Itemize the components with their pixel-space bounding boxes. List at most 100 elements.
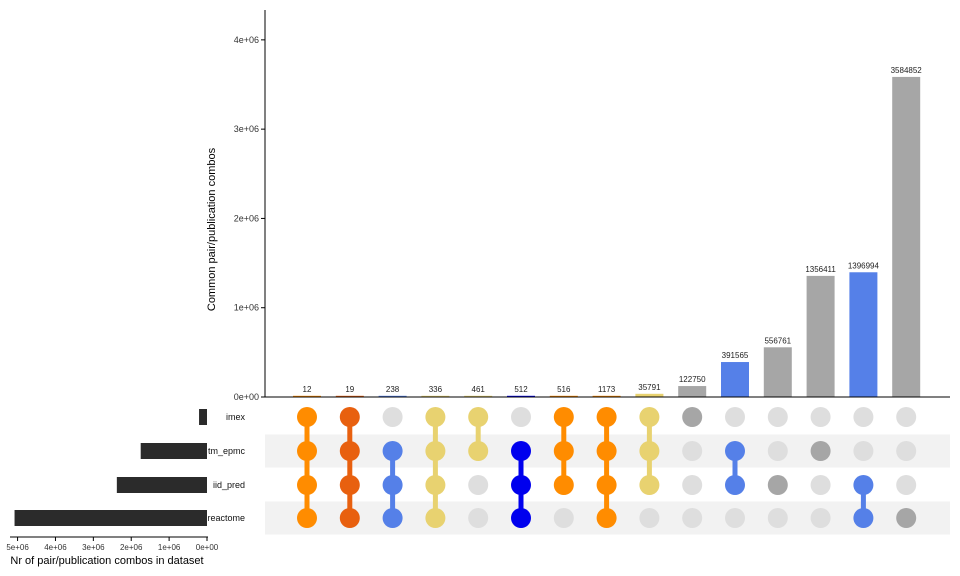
intersection-y-axis: 0e+00 1e+06 2e+06 3e+06 4e+06 xyxy=(234,10,950,402)
matrix-dot-active xyxy=(425,475,446,495)
intersection-bar xyxy=(335,395,364,397)
matrix-dot-inactive xyxy=(810,407,831,427)
intersection-bar xyxy=(678,386,707,397)
matrix-dot-active xyxy=(468,407,489,427)
intersection-value-label: 391565 xyxy=(722,351,749,360)
set-name-label: imex xyxy=(226,412,246,422)
matrix-dot-active xyxy=(339,407,360,427)
matrix-dot-inactive xyxy=(767,407,788,427)
set-name-labels: imex tm_epmc iid_pred reactome xyxy=(207,412,245,523)
intersection-value-label: 512 xyxy=(514,385,528,394)
y-tick-label: 4e+06 xyxy=(234,35,259,45)
matrix-dot-active xyxy=(553,475,574,495)
set-size-bar xyxy=(14,510,207,526)
intersection-bar xyxy=(849,272,878,397)
set-size-tick-label: 0e+00 xyxy=(196,543,219,552)
intersection-bar xyxy=(293,395,321,397)
matrix-dot-inactive xyxy=(725,407,745,427)
matrix-dot-inactive xyxy=(853,407,874,427)
matrix-dot-active xyxy=(297,441,317,461)
intersection-bars: 12 19 238 336 461 512 516 1173 35791 122750 391565… xyxy=(293,66,923,398)
y-tick-label: 0e+00 xyxy=(234,392,259,402)
matrix-dot-active xyxy=(511,441,531,461)
matrix-dot-inactive xyxy=(767,441,788,461)
matrix-dot-active xyxy=(553,407,574,427)
matrix-dot-active xyxy=(596,475,617,495)
matrix-dot-active xyxy=(725,441,745,461)
intersection-bar xyxy=(806,275,835,397)
intersection-value-label: 1356411 xyxy=(805,265,836,274)
set-size-tick-label: 3e+06 xyxy=(82,543,105,552)
set-name-label: iid_pred xyxy=(213,480,245,490)
y-axis-title: Common pair/publication combos xyxy=(206,147,218,311)
y-tick-label: 1e+06 xyxy=(234,303,259,313)
intersection-value-label: 3584852 xyxy=(891,66,923,75)
intersection-value-label: 1396994 xyxy=(848,261,880,270)
intersection-value-label: 35791 xyxy=(638,383,661,392)
set-size-bar xyxy=(199,409,207,425)
matrix-dot-active xyxy=(853,508,874,528)
matrix-dot-inactive xyxy=(896,407,917,427)
matrix-dot-inactive xyxy=(725,508,745,528)
set-name-label: reactome xyxy=(207,513,245,523)
set-size-tick-label: 5e+06 xyxy=(6,543,29,552)
matrix-dot-inactive xyxy=(767,508,788,528)
matrix-dot-active xyxy=(382,475,403,495)
intersection-value-label: 461 xyxy=(472,385,486,394)
matrix-dot-inactive xyxy=(511,407,531,427)
matrix-dot-active xyxy=(425,508,446,528)
matrix-dot-inactive xyxy=(382,407,403,427)
intersection-value-label: 122750 xyxy=(679,375,706,384)
matrix-dot-inactive xyxy=(810,508,831,528)
matrix-dot-inactive xyxy=(553,508,574,528)
intersection-bar xyxy=(721,362,749,397)
intersection-bar xyxy=(763,347,792,397)
matrix-dot-active xyxy=(297,508,317,528)
intersection-value-label: 336 xyxy=(429,385,443,394)
y-tick-label: 2e+06 xyxy=(234,213,259,223)
intersection-bar xyxy=(635,393,664,397)
intersection-bar xyxy=(549,395,578,397)
set-size-tick-label: 4e+06 xyxy=(44,543,67,552)
matrix-dot-active xyxy=(553,441,574,461)
matrix-dot-active xyxy=(511,475,531,495)
matrix-dot-active xyxy=(425,441,446,461)
set-name-label: tm_epmc xyxy=(208,446,246,456)
intersection-bar xyxy=(378,395,407,397)
matrix-dot-inactive xyxy=(682,508,703,528)
matrix-dot-inactive xyxy=(639,508,660,528)
matrix-dot-inactive xyxy=(682,475,703,495)
matrix-dot-active xyxy=(596,407,617,427)
matrix-dot-active xyxy=(639,475,660,495)
matrix-dot-active xyxy=(339,475,360,495)
matrix-dot-active xyxy=(896,508,917,528)
matrix-dot-active xyxy=(382,441,403,461)
matrix-dot-active xyxy=(297,407,317,427)
matrix-dot-inactive xyxy=(896,475,917,495)
matrix-dot-active xyxy=(511,508,531,528)
set-size-tick-label: 2e+06 xyxy=(120,543,143,552)
matrix-dot-active xyxy=(339,508,360,528)
intersection-value-label: 556761 xyxy=(764,336,791,345)
intersection-value-label: 238 xyxy=(386,385,400,394)
intersection-value-label: 516 xyxy=(557,385,571,394)
matrix-dot-active xyxy=(382,508,403,528)
matrix-dot-active xyxy=(767,475,788,495)
matrix-dot-active xyxy=(596,441,617,461)
matrix-dot-active xyxy=(297,475,317,495)
set-size-bars xyxy=(14,409,207,526)
matrix-dot-active xyxy=(425,407,446,427)
matrix-dot-active xyxy=(339,441,360,461)
matrix-dot-active xyxy=(639,441,660,461)
intersection-matrix xyxy=(297,407,917,528)
y-tick-label: 3e+06 xyxy=(234,124,259,134)
intersection-value-label: 1173 xyxy=(598,385,616,394)
matrix-dot-active xyxy=(725,475,745,495)
intersection-bar xyxy=(592,395,621,397)
matrix-dot-inactive xyxy=(468,508,489,528)
matrix-dot-inactive xyxy=(682,441,703,461)
set-size-bar xyxy=(140,443,207,459)
set-size-x-axis: 5e+06 4e+06 3e+06 2e+06 1e+06 0e+00 xyxy=(6,536,219,552)
